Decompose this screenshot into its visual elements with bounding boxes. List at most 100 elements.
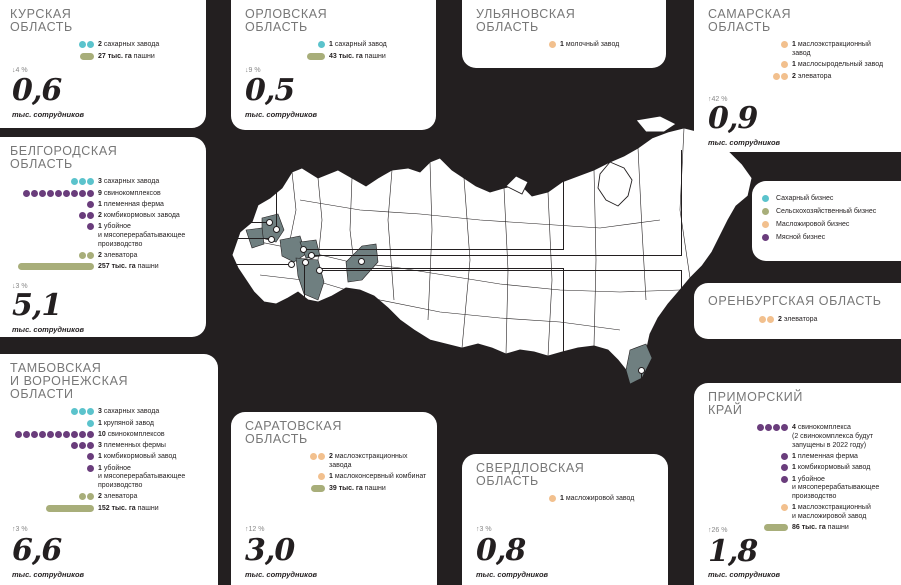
facility-row: 152 тыс. га пашни <box>10 504 208 514</box>
employees-value: 0,5 <box>245 73 295 108</box>
pin-saratov <box>302 259 309 266</box>
trend-label: ↓3 % <box>12 283 28 290</box>
employees-unit: тыс. сотрудников <box>476 570 549 579</box>
facility-list: 1 молочный завод <box>472 41 656 50</box>
facility-list: 4 свинокомплекса (2 свинокомплекса будут… <box>704 424 891 533</box>
facility-row: 1 крупяной завод <box>10 419 208 429</box>
line-kursk-h2 <box>222 222 268 223</box>
employees-unit: тыс. сотрудников <box>708 570 781 579</box>
region-title: ТАМБОВСКАЯ И ВОРОНЕЖСКАЯ ОБЛАСТИ <box>10 361 129 402</box>
region-title: ОРЛОВСКАЯ ОБЛАСТЬ <box>245 7 328 35</box>
trend-label: ↑12 % <box>245 526 265 533</box>
line-primorsky-h <box>641 417 693 418</box>
facility-row: 1 маслоконсервный комбинат <box>241 473 427 482</box>
trend-label: ↓4 % <box>12 67 28 74</box>
pin-ulyanovsk <box>300 246 307 253</box>
employees-value: 6,6 <box>12 533 62 568</box>
employees-unit: тыс. сотрудников <box>245 110 318 119</box>
facility-row: 1 племенная ферма <box>704 453 891 462</box>
employees-value: 5,1 <box>12 288 62 323</box>
line-primorsky-v <box>641 372 642 418</box>
trend-label: ↑3 % <box>12 526 28 533</box>
employees-unit: тыс. сотрудников <box>12 325 85 334</box>
employees-value: 0,9 <box>708 101 758 136</box>
facility-row: 1 маслоэкстракционный завод <box>704 41 891 59</box>
region-title: КУРСКАЯ ОБЛАСТЬ <box>10 7 73 35</box>
facility-row: 1 маслоэкстракционный и масложировой зав… <box>704 504 891 522</box>
line-kursk-v <box>222 103 223 223</box>
pin-samara <box>308 252 315 259</box>
facility-list: 1 масложировой завод <box>472 495 658 504</box>
legend-item-meat: Мясной бизнес <box>762 234 891 241</box>
card-sverdlovsk: СВЕРДЛОВСКАЯ ОБЛАСТЬ 1 масложировой заво… <box>462 454 668 585</box>
region-borders <box>249 127 691 357</box>
card-saratov: САРАТОВСКАЯ ОБЛАСТЬ 2 маслоэкстракционны… <box>231 412 437 585</box>
facility-row: 1 убойное и мясоперерабатывающее произво… <box>704 475 891 502</box>
facility-row: 2 элеватора <box>10 252 196 261</box>
facility-row: 3 сахарных завода <box>10 408 208 417</box>
line-orenburg <box>318 270 682 271</box>
line-orenburg-v <box>681 270 682 300</box>
facility-row: 1 сахарный завод <box>241 41 426 50</box>
employees-value: 1,8 <box>708 534 758 569</box>
facility-list: 1 сахарный завод 43 тыс. га пашни <box>241 41 426 61</box>
facility-row: 1 молочный завод <box>472 41 656 50</box>
facility-row: 257 тыс. га пашни <box>10 263 196 272</box>
facility-row: 1 убойное и мясоперерабатывающее произво… <box>10 464 208 491</box>
trend-label: ↑3 % <box>476 526 492 533</box>
card-belgorod: БЕЛГОРОДСКАЯ ОБЛАСТЬ 3 сахарных завода 9… <box>0 137 206 337</box>
facility-row: 2 элеватора <box>708 316 887 325</box>
region-title: ПРИМОРСКИЙ КРАЙ <box>708 390 803 418</box>
region-title: БЕЛГОРОДСКАЯ ОБЛАСТЬ <box>10 144 118 172</box>
facility-row: 1 комбикормовый завод <box>704 464 891 473</box>
line-ulyanovsk <box>563 68 564 250</box>
facility-list: 2 маслоэкстракционных завода 1 маслоконс… <box>241 453 427 493</box>
facility-list: 2 сахарных завода 27 тыс. га пашни <box>10 41 196 61</box>
legend-item-sugar: Сахарный бизнес <box>762 195 891 202</box>
facility-row: 27 тыс. га пашни <box>10 52 196 62</box>
line-kursk-h <box>205 103 223 104</box>
region-title: САМАРСКАЯ ОБЛАСТЬ <box>708 7 792 35</box>
employees-value: 3,0 <box>245 533 295 568</box>
facility-row: 2 комбикормовых завода <box>10 212 196 221</box>
region-title: УЛЬЯНОВСКАЯ ОБЛАСТЬ <box>476 7 576 35</box>
legend-item-oil: Масложировой бизнес <box>762 221 891 228</box>
card-tambov: ТАМБОВСКАЯ И ВОРОНЕЖСКАЯ ОБЛАСТИ 3 сахар… <box>0 354 218 585</box>
facility-row: 3 сахарных завода <box>10 178 196 187</box>
facility-row: 9 свинокомплексов <box>10 189 196 199</box>
region-title: ОРЕНБУРГСКАЯ ОБЛАСТЬ <box>708 294 882 308</box>
pin-kursk <box>266 219 273 226</box>
trend-label: ↓9 % <box>245 67 261 74</box>
facility-row: 43 тыс. га пашни <box>241 52 426 62</box>
line-sverdlovsk-v <box>563 268 564 454</box>
facility-row: 4 свинокомплекса (2 свинокомплекса будут… <box>704 424 891 450</box>
facility-row: 86 тыс. га пашни <box>704 524 891 533</box>
card-kursk: КУРСКАЯ ОБЛАСТЬ 2 сахарных завода 27 тыс… <box>0 0 206 128</box>
line-orel <box>276 131 277 229</box>
pin-orel <box>273 226 280 233</box>
line-saratov <box>304 262 305 412</box>
facility-row: 1 масложировой завод <box>472 495 658 504</box>
facility-row: 2 элеватора <box>704 72 891 82</box>
line-samara-h <box>310 255 682 256</box>
line-tambov-h <box>218 264 290 265</box>
card-orenburg: ОРЕНБУРГСКАЯ ОБЛАСТЬ 2 элеватора <box>694 283 901 339</box>
employees-value: 0,8 <box>476 533 526 568</box>
facility-row: 10 свинокомплексов <box>10 430 208 440</box>
line-samara-v <box>681 150 682 256</box>
employees-unit: тыс. сотрудников <box>12 570 85 579</box>
employees-unit: тыс. сотрудников <box>708 138 781 147</box>
facility-list: 3 сахарных завода 9 свинокомплексов 1 пл… <box>10 178 196 272</box>
trend-label: ↑26 % <box>708 527 728 534</box>
facility-row: 2 элеватора <box>10 493 208 502</box>
pin-orenburg <box>316 267 323 274</box>
card-samara: САМАРСКАЯ ОБЛАСТЬ 1 маслоэкстракционный … <box>694 0 901 152</box>
card-legend: Сахарный бизнес Сельскохозяйственный биз… <box>752 181 901 261</box>
employees-unit: тыс. сотрудников <box>12 110 85 119</box>
line-belgorod <box>206 238 270 239</box>
region-title: САРАТОВСКАЯ ОБЛАСТЬ <box>245 419 342 447</box>
line-ulyanovsk-h <box>302 249 564 250</box>
facility-row: 39 тыс. га пашни <box>241 484 427 494</box>
facility-list: 3 сахарных завода 1 крупяной завод 10 св… <box>10 408 208 513</box>
